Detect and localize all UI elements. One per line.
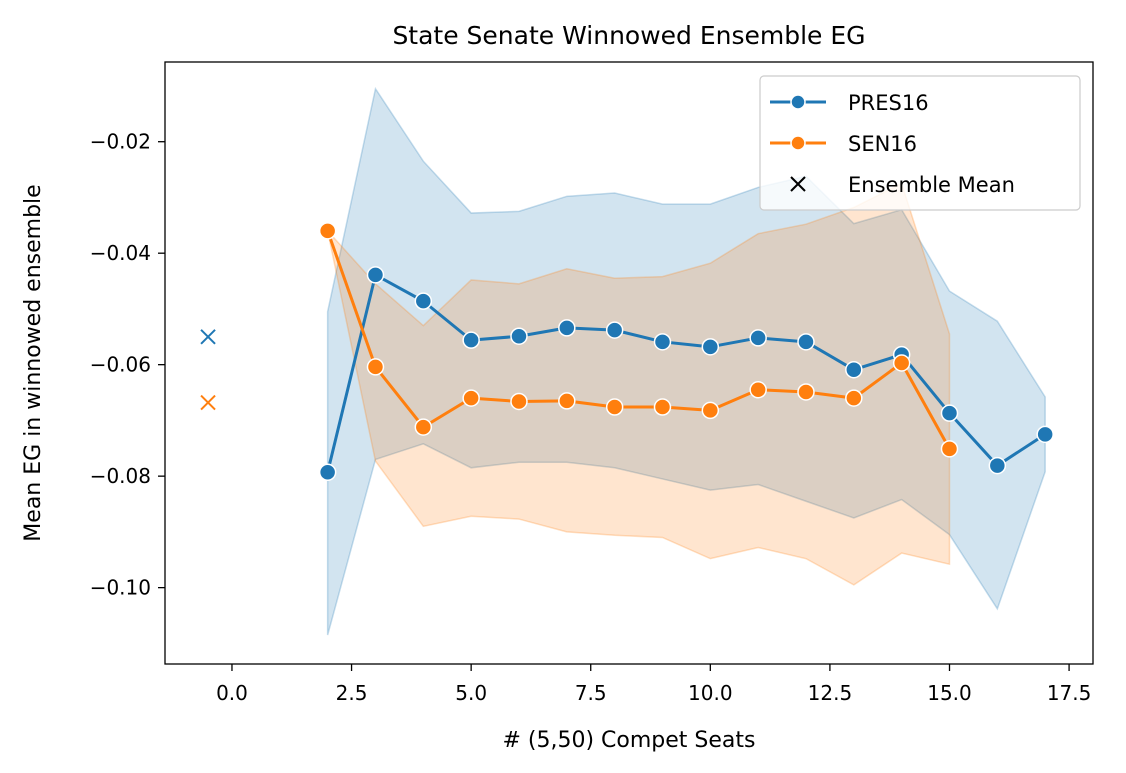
- x-tick-label: 10.0: [688, 681, 733, 705]
- data-point-sen16: [701, 401, 720, 420]
- axis-ticks: 0.0 2.5 5.0 7.5 10.0 12.5 15.0 17.5 −0.10 −0.08 −0…: [90, 130, 1092, 705]
- data-point-pres16: [1036, 425, 1054, 444]
- data-point-pres16: [940, 404, 959, 422]
- legend-label: PRES16: [848, 91, 929, 115]
- data-point-pres16: [797, 333, 815, 351]
- y-tick-label: −0.02: [90, 130, 151, 154]
- ensemble-mean-marker: [200, 394, 216, 411]
- data-point-sen16: [366, 358, 385, 376]
- y-tick-label: −0.08: [90, 464, 151, 488]
- data-point-pres16: [653, 333, 672, 351]
- data-point-sen16: [749, 381, 767, 399]
- y-tick-label: −0.06: [90, 353, 151, 377]
- legend-box: [759, 75, 1081, 211]
- data-point-sen16: [414, 418, 433, 436]
- x-tick-label: 0.0: [216, 681, 248, 705]
- y-tick-label: −0.04: [90, 241, 151, 265]
- plot-area: [200, 86, 1054, 636]
- data-point-sen16: [510, 392, 528, 411]
- ensemble-mean-marker: [200, 329, 216, 345]
- data-point-pres16: [558, 319, 576, 337]
- data-point-sen16: [318, 222, 337, 240]
- x-tick-label: 2.5: [336, 681, 368, 705]
- x-tick-label: 12.5: [808, 681, 853, 705]
- legend-x-marker: [790, 176, 806, 192]
- series-line-pres16: [326, 273, 1046, 473]
- x-tick-label: 17.5: [1047, 681, 1092, 705]
- data-point-pres16: [749, 329, 767, 347]
- data-point-sen16: [462, 389, 480, 407]
- data-point-sen16: [892, 354, 911, 372]
- x-tick-label: 5.0: [455, 681, 487, 705]
- x-tick-label: 7.5: [575, 681, 607, 705]
- ensemble-mean-marker-stroke: [200, 329, 216, 345]
- data-point-sen16: [605, 398, 624, 416]
- data-point-sen16: [845, 389, 863, 407]
- data-point-pres16: [414, 292, 433, 310]
- confidence-band-pres16: [326, 86, 1046, 636]
- data-point-sen16: [558, 392, 576, 410]
- legend-marker: [790, 94, 806, 110]
- legend-marker: [790, 135, 806, 151]
- x-axis-label: # (5,50) Compet Seats: [502, 728, 755, 753]
- data-point-pres16: [701, 338, 720, 356]
- legend-label: Ensemble Mean: [848, 173, 1015, 197]
- y-tick-label: −0.10: [90, 576, 151, 600]
- data-point-pres16: [462, 331, 480, 349]
- ensemble-mean-marker-stroke: [200, 394, 216, 411]
- data-point-pres16: [845, 360, 863, 379]
- chart-title: State Senate Winnowed Ensemble EG: [392, 21, 865, 50]
- legend-label: SEN16: [848, 132, 917, 156]
- y-axis-label: Mean EG in winnowed ensemble: [21, 184, 46, 541]
- data-point-sen16: [940, 440, 959, 458]
- data-point-pres16: [988, 456, 1007, 475]
- data-point-pres16: [605, 321, 624, 339]
- data-point-pres16: [366, 266, 385, 284]
- data-point-sen16: [797, 383, 815, 401]
- legend: PRES16 SEN16 Ensemble Mean: [759, 75, 1081, 211]
- axes-frame: [164, 61, 1094, 665]
- x-tick-label: 15.0: [927, 681, 972, 705]
- data-point-sen16: [653, 398, 672, 416]
- data-point-pres16: [318, 463, 337, 482]
- data-point-pres16: [510, 327, 528, 345]
